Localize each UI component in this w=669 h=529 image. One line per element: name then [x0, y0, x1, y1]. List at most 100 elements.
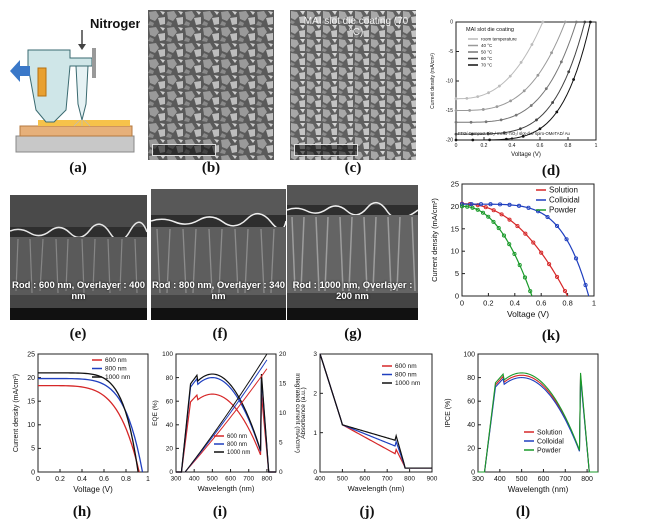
scale-bar	[294, 144, 358, 156]
data-point-k	[478, 202, 484, 207]
y-right-tick-label: 0	[279, 469, 283, 476]
x-tick-label: 600	[359, 476, 370, 483]
x-tick-label: 800	[581, 476, 593, 483]
data-point-d	[509, 99, 512, 103]
integrated-current-line	[184, 353, 268, 473]
plot-frame	[37, 353, 149, 473]
data-point-k	[547, 262, 552, 267]
caption-g: (g)	[344, 326, 362, 342]
x-tick-label: 900	[427, 476, 438, 483]
legend-entry: 800 nm	[105, 366, 127, 373]
sem-info-bar	[10, 308, 147, 320]
y-tick-label: 60	[166, 398, 174, 405]
legend-entry: 600 nm	[395, 363, 417, 370]
x-tick-label: 0.4	[510, 299, 520, 308]
y-tick-label: 20	[166, 446, 174, 453]
x-tick-label: 0	[36, 476, 40, 483]
data-point-d	[572, 78, 575, 81]
data-point-d	[502, 131, 506, 135]
data-point-k	[554, 274, 560, 279]
data-point-d	[499, 118, 503, 122]
data-point-d	[488, 138, 491, 142]
data-point-d	[454, 109, 458, 112]
data-point-k	[499, 212, 504, 217]
data-point-k	[491, 219, 496, 224]
data-point-k	[475, 207, 480, 212]
y-tick-label: 0	[313, 469, 317, 476]
x-tick-label: 400	[494, 476, 506, 483]
data-point-k	[515, 224, 520, 229]
y-axis-label: Absorbance (a.u.)	[300, 387, 307, 439]
plot-frame	[477, 353, 599, 473]
legend-entry: 1000 nm	[395, 380, 420, 387]
sem-image-b	[148, 10, 274, 160]
legend-entry: 50 °C	[481, 50, 493, 55]
chart-l: 300 400 500 600 700 800 0 20 40 60 80 100 Wavelength…	[438, 348, 613, 500]
y-tick-label: 10	[451, 247, 459, 256]
series-line-k	[461, 203, 590, 297]
data-point-k	[583, 283, 588, 288]
x-tick-label: 400	[315, 476, 326, 483]
legend-entry: 70 °C	[481, 63, 493, 68]
data-point-d	[535, 118, 538, 122]
y-axis-label: EQE (%)	[152, 400, 159, 426]
data-point-d	[454, 97, 458, 101]
y-tick-label: 10	[27, 422, 35, 429]
x-tick-label: 1	[592, 299, 596, 308]
x-tick-label: 0.2	[483, 299, 493, 308]
sem-image-g: Rod : 1000 nm, Overlayer : 200 nm	[287, 185, 418, 320]
caption-i: (i)	[212, 504, 228, 520]
data-point-k	[497, 202, 503, 207]
y-tick-label: 60	[467, 399, 475, 406]
y-tick-label: 0	[450, 20, 453, 26]
data-point-k	[496, 226, 501, 231]
data-point-d	[563, 20, 567, 24]
x-tick-label: 700	[243, 476, 254, 483]
sem-f-label: Rod : 800 nm, Overlayer : 340 nm	[151, 280, 286, 302]
x-axis-label: Wavelength (nm)	[348, 484, 405, 493]
data-point-k	[507, 217, 512, 222]
legend-entry: 600 nm	[105, 357, 127, 364]
x-tick-label: 700	[559, 476, 571, 483]
data-point-d	[530, 43, 534, 46]
y-tick-label: 0	[471, 469, 475, 476]
chart-i: 300 400 500 600 700 800 0 20 40 60 80 100 Wavelength…	[150, 348, 301, 500]
data-point-k	[573, 256, 579, 261]
x-tick-label: 0.4	[77, 476, 87, 483]
y-tick-label: 20	[27, 375, 35, 382]
y-tick-label: 5	[31, 446, 35, 453]
data-point-d	[529, 104, 533, 107]
y-tick-label: 1	[313, 430, 317, 437]
x-tick-label: 500	[207, 476, 218, 483]
y-right-tick-label: 15	[279, 381, 287, 388]
y-tick-label: 25	[27, 351, 35, 358]
x-tick-label: 0.8	[562, 299, 572, 308]
sem-image-f: Rod : 800 nm, Overlayer : 340 nm	[151, 189, 286, 320]
series-line-l	[478, 372, 598, 473]
data-point-k	[554, 223, 560, 229]
data-point-k	[512, 251, 517, 257]
y-tick-label: 40	[467, 422, 475, 429]
chart-j: 400 500 600 700 800 900 0 1 2 3 Wavelength (nm) Abs…	[298, 348, 438, 500]
integrated-current-line	[184, 359, 268, 473]
data-point-d	[538, 127, 542, 131]
x-axis-label: Wavelength (nm)	[508, 485, 569, 494]
y-tick-label: 0	[31, 469, 35, 476]
data-point-k	[465, 204, 470, 209]
legend-entry: 1000 nm	[227, 450, 250, 456]
y-axis-label: Current density (mA/cm²)	[430, 198, 439, 282]
data-point-k	[501, 233, 507, 238]
x-tick-label: 500	[337, 476, 348, 483]
data-point-d	[544, 87, 548, 91]
y-right-tick-label: 10	[279, 410, 287, 417]
integrated-current-line	[184, 368, 268, 473]
data-point-d	[522, 89, 526, 93]
data-point-d	[454, 120, 458, 124]
x-tick-label: 0.4	[509, 143, 516, 149]
caption-c: (c)	[344, 160, 362, 176]
y-tick-label: 100	[162, 351, 173, 358]
data-point-d	[555, 110, 559, 114]
data-point-k	[522, 275, 528, 280]
y-tick-label: 15	[27, 399, 35, 406]
x-tick-label: 1	[146, 476, 150, 483]
